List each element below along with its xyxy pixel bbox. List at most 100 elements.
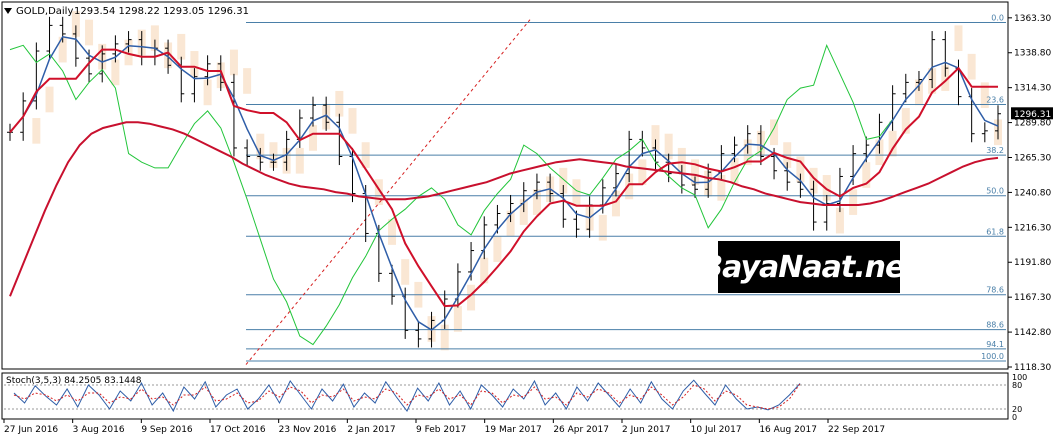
cloud-segment	[611, 190, 620, 217]
y-tick-label: 1363.30	[1014, 14, 1051, 24]
fibonacci-retracement: 0.0 23.6 38.2 50.0 61.8 78.6 88.6 94.1 100.0	[246, 14, 1006, 362]
fib-level-label: 100.0	[981, 352, 1004, 361]
cloud-segment	[677, 147, 686, 174]
cloud-segment	[71, 11, 80, 37]
price-axis: 1363.30 1338.80 1314.30 1289.80 1265.30 1240.…	[1008, 14, 1051, 373]
fib-level-label: 50.0	[986, 187, 1004, 196]
stoch-plot-frame	[1, 372, 1009, 420]
cloud-segment	[625, 173, 634, 200]
fib-level-label: 61.8	[986, 227, 1004, 236]
x-tick-label: 3 Aug 2016	[73, 425, 125, 435]
stoch-y-tick-label: 80	[1012, 381, 1022, 390]
cloud-segment	[980, 82, 989, 109]
cloud-segment	[835, 207, 844, 234]
stoch-title: Stoch(3,5,3) 84.2505 83.1448	[6, 376, 142, 386]
cloud-segment	[229, 49, 238, 76]
fib-level-label: 23.6	[986, 95, 1004, 104]
y-tick-label: 1167.30	[1014, 293, 1051, 303]
x-tick-label: 16 Aug 2017	[759, 425, 817, 435]
logo-text: BayaNaat.net	[700, 249, 918, 285]
y-tick-label: 1314.30	[1014, 84, 1051, 94]
y-tick-label: 1191.80	[1014, 258, 1051, 268]
x-tick-label: 10 Jul 2017	[691, 425, 742, 435]
dropdown-triangle-icon[interactable]	[4, 8, 12, 14]
x-tick-label: 23 Nov 2016	[279, 425, 337, 435]
cloud-segment	[388, 219, 397, 245]
cloud-segment	[177, 33, 186, 60]
cloud-segment	[295, 147, 304, 174]
cloud-segment	[308, 125, 317, 151]
x-tick-label: 9 Sep 2016	[141, 425, 193, 435]
moving-average-slow-line	[9, 121, 999, 297]
x-tick-label: 17 Oct 2016	[210, 425, 266, 435]
cloud-segment	[111, 59, 120, 86]
cloud-segment	[572, 179, 581, 205]
cloud-segment	[849, 189, 858, 215]
y-tick-label: 1216.30	[1014, 223, 1051, 233]
cloud-segment	[506, 210, 515, 237]
fib-level-label: 78.6	[986, 286, 1004, 295]
cloud-segment	[862, 162, 871, 188]
watermark-logo: BayaNaat.net	[700, 241, 919, 293]
indicator-lines	[9, 35, 999, 346]
current-price-tag	[1011, 107, 1053, 120]
y-tick-label: 1338.80	[1014, 49, 1051, 59]
cloud-segment	[822, 175, 831, 201]
stoch-signal-line	[13, 383, 801, 410]
main-plot-frame	[1, 1, 1009, 370]
cloud-segment	[480, 257, 489, 284]
cloud-segment	[559, 167, 568, 194]
cloud-segment	[440, 324, 449, 351]
stoch-main-line	[13, 379, 801, 413]
cloud-segment	[401, 259, 410, 285]
y-tick-label: 1265.30	[1014, 153, 1051, 163]
y-tick-label: 1289.80	[1014, 119, 1051, 129]
cloud-segment	[638, 159, 647, 186]
cloud-segment	[467, 284, 476, 311]
cloud-segment	[58, 36, 67, 63]
cloud-segment	[335, 90, 344, 117]
x-tick-label: 22 Sep 2017	[828, 425, 885, 435]
cloud-segment	[941, 65, 950, 91]
cloud-segment	[532, 189, 541, 215]
x-tick-label: 2 Jun 2017	[622, 425, 670, 435]
x-tick-label: 26 Apr 2017	[553, 425, 609, 435]
cloud-segment	[730, 157, 739, 184]
cloud-segment	[796, 156, 805, 183]
fib-level-label: 38.2	[986, 146, 1004, 155]
fib-level-label: 0.0	[991, 14, 1004, 23]
x-tick-label: 27 Jun 2016	[4, 425, 58, 435]
cloud-segment	[717, 175, 726, 201]
cloud-segment	[770, 119, 779, 146]
tenkan-sen-line	[9, 35, 999, 331]
cloud-segment	[85, 19, 94, 46]
x-tick-label: 19 Mar 2017	[485, 425, 542, 435]
cloud-segment	[203, 79, 212, 106]
stoch-y-tick-label: 100	[1012, 373, 1027, 382]
trend-line-segment[interactable]	[245, 19, 531, 365]
y-tick-label: 1118.30	[1014, 363, 1051, 373]
cloud-segment	[888, 130, 897, 157]
cloud-segment	[243, 68, 252, 94]
cloud-segment	[914, 79, 923, 106]
cloud-segment	[256, 133, 265, 160]
x-tick-label: 9 Feb 2017	[416, 425, 466, 435]
cloud-segment	[967, 53, 976, 80]
cloud-segment	[374, 179, 383, 205]
fib-level-label: 88.6	[986, 321, 1004, 330]
kijun-sen-line	[9, 48, 998, 308]
trend-line	[245, 19, 531, 365]
cloud-segment	[190, 51, 199, 77]
y-tick-label: 1240.80	[1014, 188, 1051, 198]
chikou-span-line	[9, 43, 893, 346]
cloud-segment	[664, 133, 673, 160]
cloud-segment	[453, 306, 462, 332]
cloud-segment	[45, 86, 54, 113]
cloud-segment	[651, 125, 660, 151]
cloud-segment	[691, 159, 700, 186]
cloud-segment	[493, 236, 502, 262]
cloud-segment	[150, 25, 159, 52]
